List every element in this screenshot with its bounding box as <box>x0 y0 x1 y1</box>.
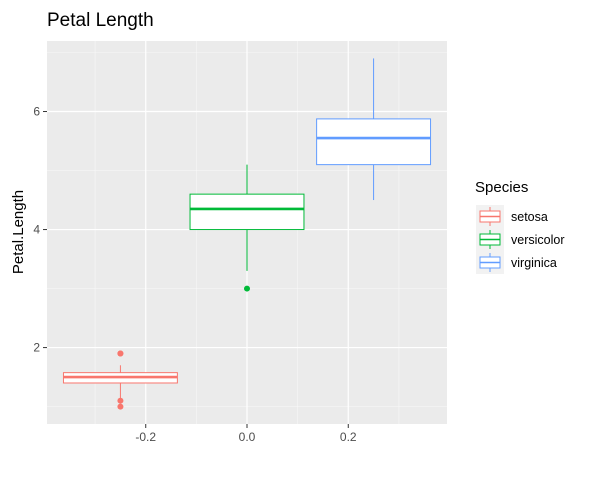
legend-item-versicolor: versicolor <box>476 228 565 251</box>
box-series <box>62 58 432 410</box>
legend-item-setosa: setosa <box>476 205 548 228</box>
y-tick-label: 4 <box>33 223 40 237</box>
legend-label: virginica <box>511 256 557 270</box>
y-tick-label: 6 <box>33 105 40 119</box>
iqr-box <box>189 193 305 231</box>
outlier-point <box>244 285 250 292</box>
y-axis: 2 4 6 <box>33 105 47 355</box>
outlier-point <box>117 350 124 357</box>
box-virginica <box>316 58 432 201</box>
legend-item-virginica: virginica <box>476 251 557 274</box>
chart-title: Petal Length <box>47 10 154 31</box>
box-setosa <box>62 350 178 410</box>
iqr-box <box>316 118 432 166</box>
outlier-point <box>117 397 124 404</box>
y-tick-label: 2 <box>33 341 40 355</box>
x-axis: -0.2 0.0 0.2 <box>135 424 357 444</box>
y-axis-title: Petal.Length <box>10 190 27 274</box>
legend-title: Species <box>475 179 528 196</box>
x-tick-label: 0.2 <box>340 430 357 444</box>
x-tick-label: 0.0 <box>239 430 256 444</box>
box-versicolor <box>189 164 305 292</box>
legend: Species setosa versicolor virginica <box>475 179 565 274</box>
outlier-point <box>117 403 124 410</box>
x-tick-label: -0.2 <box>135 430 156 444</box>
legend-label: versicolor <box>511 233 565 247</box>
legend-label: setosa <box>511 210 548 224</box>
